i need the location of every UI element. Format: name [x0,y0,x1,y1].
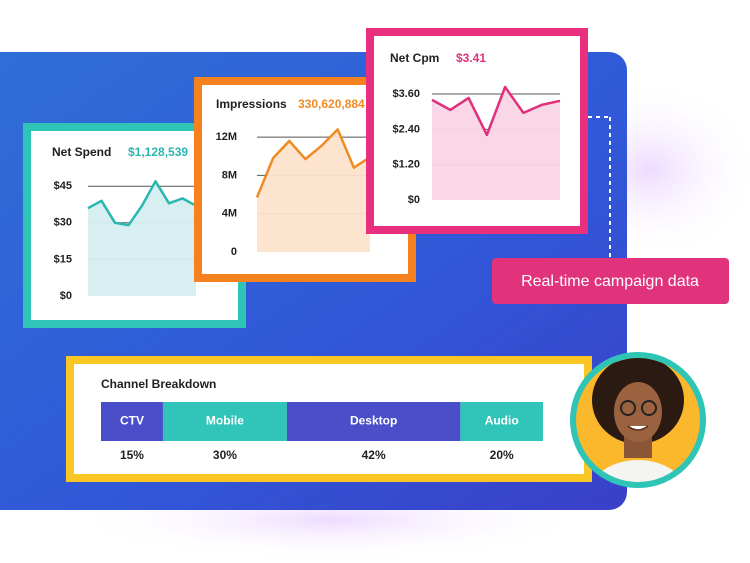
y-tick-label: $0 [60,290,72,302]
y-tick-label: $15 [54,253,72,265]
chart-title: Net Spend [52,145,111,159]
area [257,129,370,252]
value-label: 20% [490,448,514,462]
line [431,85,561,137]
chart-subtitle: $1,128,539 [128,145,188,159]
chart-subtitle: $3.41 [456,51,486,65]
y-tick-label: 8M [222,169,237,181]
glasses [620,400,636,416]
y-tick-label: 12M [216,131,237,143]
segment-label: Audio [485,414,519,428]
area [88,181,196,296]
area [432,87,560,200]
avatar [570,352,706,488]
smile [627,425,649,431]
face [614,382,662,442]
charts: Net Spend $1,128,539 $0 $15 $30 $45 Impression… [23,28,592,482]
chart-title: Net Cpm [390,51,439,65]
y-tick-label: $45 [54,180,72,192]
glasses [641,400,657,416]
segment-label: CTV [120,414,144,428]
line [87,180,197,227]
chart-card: Net Cpm $3.41 $0 $1.20 $2.40 $3.60 [366,28,588,234]
y-tick-label: $30 [54,217,72,229]
bar-segment [101,402,163,441]
callout-text: Real-time campaign data [521,273,699,290]
segment-label: Desktop [350,414,397,428]
y-tick-label: $2.40 [392,123,420,135]
line [255,128,371,198]
chart-subtitle: 330,620,884 [298,97,365,111]
chart-card: Channel Breakdown CTV 15% Mobile 30% Desktop 4… [66,356,592,482]
chart-title: Channel Breakdown [101,377,216,391]
value-label: 42% [362,448,386,462]
y-tick-label: $0 [408,194,420,206]
bar-segment [162,402,287,441]
bar-segment [460,402,543,441]
callout-box [492,258,729,304]
callout: Real-time campaign data [492,258,729,304]
segment-label: Mobile [206,414,244,428]
y-tick-label: $3.60 [392,88,420,100]
y-tick-label: 4M [222,208,237,220]
bar-segment [286,402,461,441]
chart-title: Impressions [216,97,287,111]
value-label: 30% [213,448,237,462]
y-tick-label: 0 [231,246,237,258]
value-label: 15% [120,448,144,462]
y-tick-label: $1.20 [392,159,420,171]
